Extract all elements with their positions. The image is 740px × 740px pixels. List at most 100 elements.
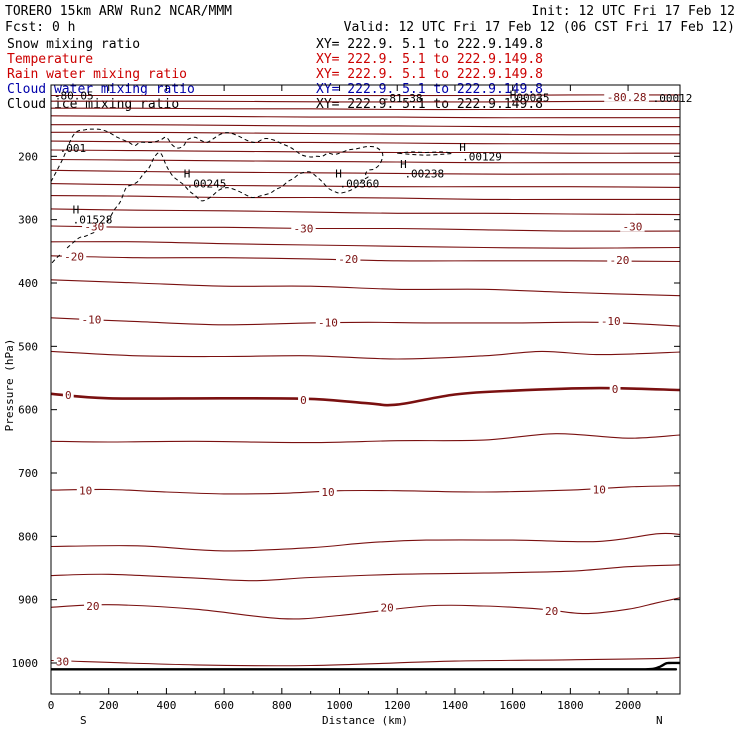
- isotherm-label: 10: [321, 486, 334, 499]
- x-tick-label: 1800: [557, 699, 584, 712]
- cloud-ice-label: .00360: [340, 178, 380, 191]
- forecast-hour: Fcst: 0 h: [5, 20, 75, 35]
- isotherm-line: [50, 485, 681, 495]
- legend-xy: XY= 222.9. 5.1 to 222.9.149.8: [316, 52, 543, 67]
- isotherm-label-bg: [79, 312, 104, 325]
- isotherm-label: 20: [545, 605, 558, 618]
- y-tick-label: 900: [18, 594, 38, 607]
- init-time: Init: 12 UTC Fri 17 Feb 12: [532, 4, 736, 19]
- isotherm-line: [50, 183, 681, 188]
- isotherm-label-bg: [82, 219, 107, 232]
- isotherm-line: [50, 317, 681, 327]
- isotherm-label: 0: [612, 383, 619, 396]
- isotherm-line: [50, 131, 681, 136]
- legend-label: Rain water mixing ratio: [7, 67, 187, 82]
- plot-frame: [50, 84, 681, 695]
- north-label: N: [656, 714, 663, 727]
- cloud-ice-group: [50, 128, 453, 265]
- cloud-ice-contour: [50, 128, 384, 265]
- isotherm-label: -80.28: [607, 91, 647, 104]
- isotherm-line: [50, 115, 680, 119]
- isotherm-label: 0: [300, 394, 307, 407]
- isotherm-label: -30: [84, 221, 104, 234]
- cloud-ice-label: .00129: [462, 150, 502, 163]
- cloud-ice-patch: [397, 151, 453, 156]
- isotherm-label: 10: [593, 483, 606, 496]
- isotherm-line: [50, 169, 680, 175]
- cloud-ice-label: .001: [60, 142, 86, 155]
- isotherm-line: [50, 350, 681, 360]
- isotherm-line: [50, 279, 681, 297]
- y-tick-label: 500: [18, 340, 38, 353]
- legend-xy: XY= 222.9. 5.1 to 222.9.149.8: [316, 82, 543, 97]
- isotherm-label-bg: [84, 599, 102, 611]
- isotherm-label: -30: [294, 223, 314, 236]
- cloud-ice-label: .00238: [404, 167, 444, 180]
- cloud-ice-label: -80.05: [54, 90, 94, 103]
- y-tick-label: 800: [18, 530, 38, 543]
- surface-group: [51, 661, 681, 671]
- isotherm-label: 10: [79, 485, 92, 498]
- isotherm-line: [50, 124, 680, 128]
- y-tick-label: 700: [18, 467, 38, 480]
- cloud-ice-label: .00012: [653, 92, 693, 105]
- x-tick-label: 1000: [326, 699, 353, 712]
- legend-xy: XY= 222.9. 5.1 to 222.9.149.8: [316, 37, 543, 52]
- legend-xy: XY= 222.9. 5.1 to 222.9.149.8: [316, 97, 543, 112]
- x-tick-label: 800: [272, 699, 292, 712]
- isotherm-label: -10: [81, 314, 101, 327]
- cloud-ice-label: H: [459, 141, 466, 154]
- legend: Snow mixing ratio XY= 222.9. 5.1 to 222.9…: [7, 37, 543, 112]
- south-label: S: [80, 714, 87, 727]
- isotherm-label-bg: [298, 393, 309, 406]
- x-tick-label: 200: [99, 699, 119, 712]
- x-tick-label: 1400: [442, 699, 469, 712]
- cloud-ice-label: .01528: [73, 214, 113, 227]
- isotherm-line: [50, 597, 681, 620]
- isotherm-label-bg: [291, 221, 316, 234]
- isotherm-label-bg: [315, 315, 341, 328]
- isotherm-label: -10: [318, 316, 338, 329]
- cloud-ice-label: H: [73, 204, 80, 217]
- cloud-ice-label: -81.38: [383, 92, 423, 105]
- isotherm-line: [50, 433, 681, 444]
- axes: 0 200 400 600 800 1000 1200 1400 1600 1800 2000200…: [12, 85, 680, 712]
- isotherm-line: [50, 225, 681, 232]
- cloud-ice-label: .00035: [510, 91, 550, 104]
- isotherm-line: [50, 255, 681, 263]
- legend-label: Temperature: [7, 52, 93, 67]
- isotherm-label-bg: [542, 604, 561, 617]
- isotherm-line: [50, 208, 681, 216]
- isotherm-label: -30: [622, 221, 642, 234]
- isotherm-line: [50, 241, 681, 249]
- y-tick-label: 600: [18, 404, 38, 417]
- isotherm-label: -10: [601, 315, 621, 328]
- isotherm-label-bg: [76, 483, 95, 496]
- x-tick-label: 400: [156, 699, 176, 712]
- isotherm-label-bg: [609, 381, 621, 394]
- isotherm-label: -20: [609, 254, 629, 267]
- isotherm-label-bg: [335, 251, 361, 264]
- cloud-ice-label: H: [184, 167, 191, 180]
- isotherm-line: [50, 107, 680, 111]
- isotherm-label-bg: [378, 600, 396, 613]
- y-tick-label: 300: [18, 214, 38, 227]
- x-tick-label: 1600: [499, 699, 526, 712]
- contour-labels: 30 20 20 20 10 10 10 0 0 0 -10 -10 -10 -20 -20 -20 -30 -3…: [53, 88, 693, 669]
- isotherm-label-bg: [62, 388, 74, 401]
- x-tick-label: 2000: [615, 699, 642, 712]
- isotherm-label: 20: [381, 601, 394, 614]
- x-tick-label: 1200: [384, 699, 411, 712]
- isotherm-label: 0: [65, 389, 72, 402]
- isotherm-label-bg: [319, 485, 337, 497]
- legend-label: Cloud water mixing ratio: [7, 82, 195, 97]
- isotherm-label-bg: [590, 482, 609, 495]
- cloud-ice-label: H: [510, 88, 517, 101]
- x-tick-label: 0: [48, 699, 55, 712]
- isotherm-group: [50, 94, 681, 667]
- isotherm-label-bg: [598, 314, 623, 326]
- cloud-ice-label: H: [400, 158, 407, 171]
- isotherm-line: [50, 158, 680, 164]
- model-title: TORERO 15km ARW Run2 NCAR/MMM: [5, 4, 232, 19]
